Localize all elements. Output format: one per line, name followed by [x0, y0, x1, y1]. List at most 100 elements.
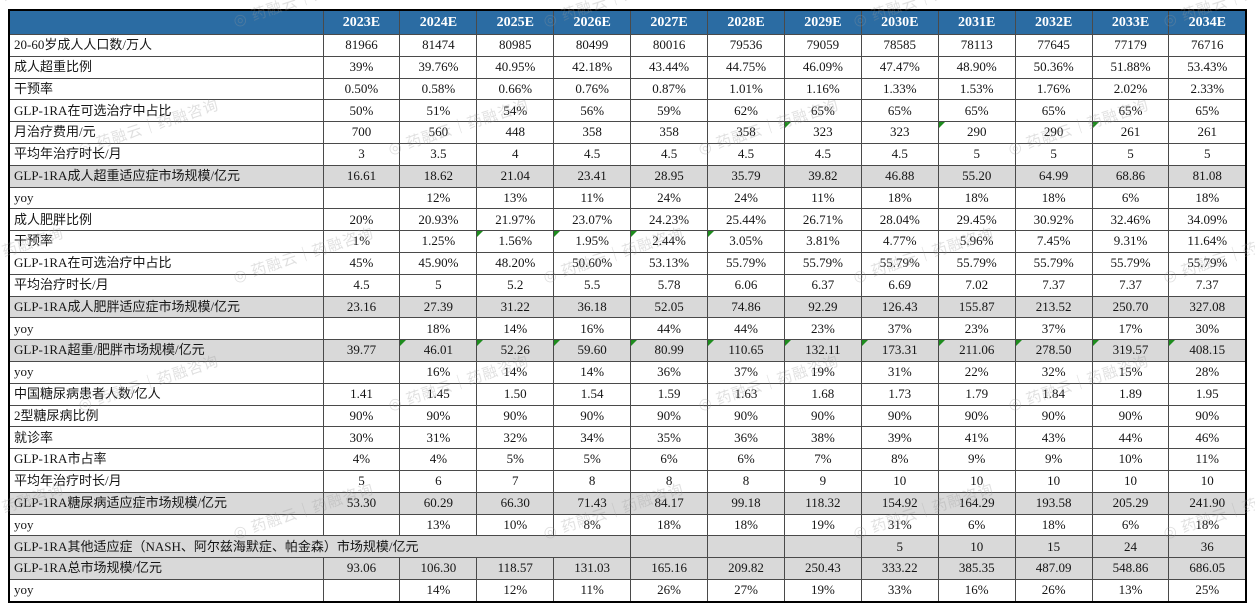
value-cell: 4%	[399, 448, 478, 471]
value-cell: 80985	[476, 34, 555, 57]
value-cell: 56%	[553, 99, 632, 123]
value-cell: 319.57	[1091, 339, 1170, 362]
value-cell: 10	[937, 535, 1016, 559]
value-cell: 1.59	[630, 382, 709, 406]
value-cell: 90%	[1091, 404, 1170, 428]
value-cell: 0.76%	[553, 77, 632, 101]
value-cell: 59.60	[553, 339, 632, 362]
value-cell: 5	[322, 469, 401, 493]
value-cell: 205.29	[1091, 491, 1170, 515]
value-cell: 5	[1168, 142, 1247, 166]
value-cell: 53.43%	[1168, 55, 1247, 79]
table-body: 20-60岁成人人口数/万人 81966 81474 80985 80499 80016 7…	[8, 34, 1247, 603]
table-row: GLP-1RA糖尿病适应症市场规模/亿元 53.30 60.29 66.30 71.43…	[8, 491, 1247, 515]
value-cell: 7%	[783, 448, 862, 471]
value-cell: 261	[1168, 121, 1247, 144]
value-cell: 700	[322, 121, 401, 144]
value-cell: 52.05	[630, 295, 709, 319]
value-cell: 14%	[399, 578, 478, 603]
value-cell: 81.08	[1168, 164, 1247, 188]
value-cell: 45.90%	[399, 251, 478, 275]
table-row: yoy 13% 10% 8% 18% 18% 19% 31% 6% 18% 6% 18%	[8, 513, 1247, 537]
value-cell: 3	[322, 142, 401, 166]
value-cell: 290	[937, 121, 1016, 144]
value-cell: 560	[399, 121, 478, 144]
value-cell: 90%	[630, 404, 709, 428]
value-cell: 16%	[553, 317, 632, 341]
row-label: 干预率	[8, 230, 324, 253]
value-cell: 323	[860, 121, 939, 144]
value-cell: 154.92	[860, 491, 939, 515]
corner-header-cell	[8, 9, 324, 35]
table-row: GLP-1RA总市场规模/亿元 93.06 106.30 118.57 131.03 16…	[8, 557, 1247, 580]
empty-cell	[707, 535, 785, 559]
value-cell: 118.32	[783, 491, 862, 515]
value-cell: 1.84	[1014, 382, 1093, 406]
table-row: 平均年治疗时长/月 3 3.5 4 4.5 4.5 4.5 4.5 4.5 5 5 5 5	[8, 142, 1247, 166]
value-cell: 65%	[1168, 99, 1247, 123]
value-cell: 1.16%	[783, 77, 862, 101]
value-cell: 11.64%	[1168, 230, 1247, 253]
value-cell: 18.62	[399, 164, 478, 188]
value-cell: 26%	[1014, 578, 1093, 603]
value-cell: 6%	[1091, 513, 1170, 537]
table-row: 就诊率 30% 31% 32% 34% 35% 36% 38% 39% 41% 43% 44% 46%	[8, 426, 1247, 450]
value-cell: 26%	[630, 578, 709, 603]
value-cell: 16.61	[322, 164, 401, 188]
value-cell: 278.50	[1014, 339, 1093, 362]
value-cell: 46.09%	[783, 55, 862, 79]
year-header-2034e: 2034E	[1168, 9, 1247, 35]
value-cell: 33%	[860, 578, 939, 603]
table-row: GLP-1RA成人超重适应症市场规模/亿元 16.61 18.62 21.04 23.4…	[8, 164, 1247, 188]
value-cell: 37%	[707, 360, 785, 384]
value-cell: 51.88%	[1091, 55, 1170, 79]
value-cell: 548.86	[1091, 557, 1170, 580]
row-label: yoy	[8, 578, 324, 603]
value-cell: 1.45	[399, 382, 478, 406]
value-cell: 155.87	[937, 295, 1016, 319]
value-cell: 4.5	[860, 142, 939, 166]
row-label: yoy	[8, 186, 324, 210]
value-cell: 18%	[860, 186, 939, 210]
value-cell: 90%	[322, 404, 401, 428]
value-cell: 37%	[1014, 317, 1093, 341]
value-cell: 81966	[322, 34, 401, 57]
value-cell: 54%	[476, 99, 555, 123]
value-cell: 4.77%	[860, 230, 939, 253]
value-cell	[322, 578, 401, 603]
value-cell: 323	[783, 121, 862, 144]
value-cell: 6%	[707, 448, 785, 471]
value-cell: 29.45%	[937, 208, 1016, 232]
value-cell: 28.04%	[860, 208, 939, 232]
year-header-2025e: 2025E	[476, 9, 555, 35]
value-cell: 11%	[553, 186, 632, 210]
row-label: 2型糖尿病比例	[8, 404, 324, 428]
value-cell: 23.07%	[553, 208, 632, 232]
row-label: 干预率	[8, 77, 324, 101]
value-cell: 39%	[860, 426, 939, 450]
value-cell: 1.73	[860, 382, 939, 406]
value-cell: 132.11	[783, 339, 862, 362]
value-cell: 22%	[937, 360, 1016, 384]
year-header-2031e: 2031E	[937, 9, 1016, 35]
value-cell: 90%	[399, 404, 478, 428]
value-cell: 5	[1091, 142, 1170, 166]
value-cell: 46%	[1168, 426, 1247, 450]
value-cell: 44%	[630, 317, 709, 341]
table-row: 成人肥胖比例 20% 20.93% 21.97% 23.07% 24.23% 25.44% 2…	[8, 208, 1247, 232]
value-cell: 6.06	[707, 273, 785, 297]
value-cell: 23.41	[553, 164, 632, 188]
value-cell: 327.08	[1168, 295, 1247, 319]
value-cell: 78585	[860, 34, 939, 57]
value-cell: 90%	[1168, 404, 1247, 428]
value-cell: 4	[476, 142, 555, 166]
value-cell: 6.37	[783, 273, 862, 297]
value-cell: 18%	[630, 513, 709, 537]
value-cell: 10	[860, 469, 939, 493]
value-cell: 36%	[707, 426, 785, 450]
value-cell: 1.53%	[937, 77, 1016, 101]
value-cell: 8%	[860, 448, 939, 471]
value-cell: 6%	[937, 513, 1016, 537]
row-label: 平均治疗时长/月	[8, 273, 324, 297]
value-cell: 46.88	[860, 164, 939, 188]
